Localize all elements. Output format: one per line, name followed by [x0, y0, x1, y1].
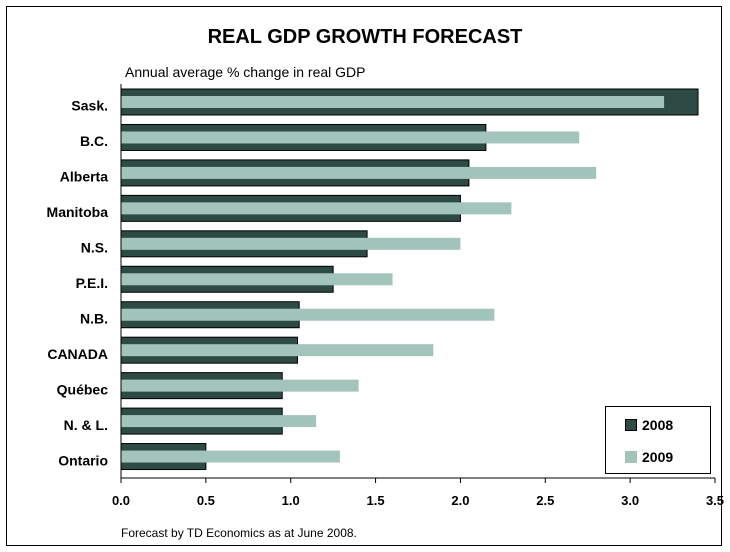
footnote: Forecast by TD Economics as at June 2008… [121, 526, 357, 540]
category-label-n-b: N.B. [80, 310, 108, 326]
legend-label-2008: 2008 [642, 417, 674, 433]
x-tick-label-1: 0.5 [197, 493, 215, 508]
legend-item-2009: 2009 [625, 449, 673, 465]
category-label-n-s: N.S. [81, 240, 108, 256]
bar-2009-canada [121, 344, 434, 357]
bar-2009-n-b [121, 308, 495, 321]
legend-item-2008: 2008 [625, 417, 673, 433]
bars-group [120, 88, 699, 471]
chart-title: REAL GDP GROWTH FORECAST [207, 26, 523, 48]
category-label-alberta: Alberta [60, 169, 108, 185]
chart-subtitle: Annual average % change in real GDP [125, 64, 366, 80]
bar-2009-alberta [121, 166, 597, 179]
category-label-manitoba: Manitoba [47, 204, 109, 220]
legend-swatch-2009 [625, 451, 637, 463]
category-label-canada: CANADA [47, 346, 108, 362]
x-tick-label-3: 1.5 [367, 493, 385, 508]
category-label-n-l: N. & L. [64, 417, 108, 433]
x-tick-label-6: 3.0 [621, 493, 639, 508]
category-label-ontario: Ontario [58, 452, 108, 468]
x-tick-label-7: 3.5 [706, 493, 724, 508]
category-label-p-e-i: P.E.I. [76, 275, 108, 291]
x-tick-label-0: 0.0 [112, 493, 130, 508]
bar-2009-p-e-i [121, 273, 393, 286]
bar-2009-sask [121, 96, 665, 108]
x-tick-label-5: 2.5 [536, 493, 554, 508]
x-tick-label-4: 2.0 [451, 493, 469, 508]
chart-frame [6, 6, 722, 546]
bar-2009-b-c [121, 131, 580, 144]
bar-2009-ontario [121, 450, 340, 463]
bar-2009-n-s [121, 237, 461, 250]
legend-label-2009: 2009 [642, 449, 674, 465]
category-label-b-c: B.C. [80, 133, 108, 149]
bar-2009-qu-bec [121, 379, 359, 392]
category-label-qu-bec: Québec [57, 381, 109, 397]
bar-2009-manitoba [121, 202, 512, 215]
bar-2009-n-l [121, 415, 317, 428]
legend-swatch-2008 [625, 419, 637, 431]
x-tick-label-2: 1.0 [282, 493, 300, 508]
x-axis: 0.0 0.5 1.0 1.5 2.0 2.5 3.0 3.5 [112, 84, 724, 508]
category-labels: Sask. B.C. Alberta Manitoba N.S. P.E.I. N.B. CA… [47, 98, 109, 469]
category-label-sask: Sask. [71, 98, 108, 114]
legend: 2008 2009 [605, 406, 711, 474]
